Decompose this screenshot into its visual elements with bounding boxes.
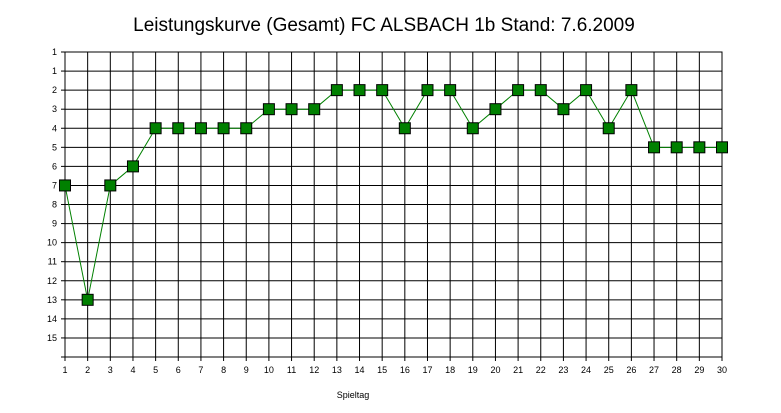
data-point-marker xyxy=(81,293,94,306)
x-tick-label: 22 xyxy=(536,365,546,375)
data-point-marker xyxy=(534,84,547,97)
y-tick-label: 10 xyxy=(47,238,57,248)
data-point-marker xyxy=(194,122,207,135)
grid xyxy=(64,51,723,358)
data-point-marker xyxy=(262,103,275,116)
y-tick-label: 1 xyxy=(52,66,57,76)
data-point-marker xyxy=(625,84,638,97)
data-point-marker xyxy=(557,103,570,116)
series-line xyxy=(64,88,722,300)
y-tick-label: 12 xyxy=(47,276,57,286)
x-tick-label: 12 xyxy=(309,365,319,375)
data-point-marker xyxy=(716,141,728,154)
series-markers xyxy=(59,84,728,306)
data-point-marker xyxy=(602,122,615,135)
y-tick-label: 8 xyxy=(52,200,57,210)
x-tick-label: 13 xyxy=(332,365,342,375)
data-point-marker xyxy=(512,84,525,97)
x-tick-label: 2 xyxy=(85,365,90,375)
data-point-marker xyxy=(353,84,366,97)
x-tick-label: 10 xyxy=(264,365,274,375)
x-tick-label: 28 xyxy=(672,365,682,375)
data-point-marker xyxy=(489,103,502,116)
y-tick-label: 3 xyxy=(52,104,57,114)
x-tick-label: 16 xyxy=(400,365,410,375)
x-tick-label: 30 xyxy=(717,365,727,375)
x-tick-label: 1 xyxy=(62,365,67,375)
data-point-marker xyxy=(149,122,162,135)
data-point-marker xyxy=(330,84,343,97)
data-point-marker xyxy=(398,122,411,135)
x-tick-label: 9 xyxy=(244,365,249,375)
chart-title: Leistungskurve (Gesamt) FC ALSBACH 1b St… xyxy=(133,15,635,36)
y-tick-label: 14 xyxy=(47,314,57,324)
data-point-marker xyxy=(217,122,230,135)
y-tick-label: 6 xyxy=(52,161,57,171)
x-tick-label: 7 xyxy=(198,365,203,375)
data-point-marker xyxy=(670,141,683,154)
y-tick-label: 15 xyxy=(47,333,57,343)
x-tick-label: 8 xyxy=(221,365,226,375)
data-point-marker xyxy=(444,84,457,97)
x-tick-label: 14 xyxy=(355,365,365,375)
x-tick-label: 21 xyxy=(513,365,523,375)
data-point-marker xyxy=(308,103,321,116)
x-tick-label: 23 xyxy=(558,365,568,375)
data-point-marker xyxy=(240,122,253,135)
series-line-path xyxy=(64,88,722,300)
data-point-marker xyxy=(285,103,298,116)
x-tick-label: 24 xyxy=(581,365,591,375)
y-tick-label: 13 xyxy=(47,295,57,305)
x-tick-label: 27 xyxy=(649,365,659,375)
y-tick-label: 2 xyxy=(52,85,57,95)
x-tick-label: 25 xyxy=(604,365,614,375)
data-point-marker xyxy=(693,141,706,154)
data-point-marker xyxy=(580,84,593,97)
x-axis-ticks: 1 2 3 4 5 6 7 8 9 10 11 12 13 14 15 16 17 18 19 20 21 22 23 24 2… xyxy=(62,357,727,375)
x-tick-label: 15 xyxy=(377,365,387,375)
x-tick-label: 18 xyxy=(445,365,455,375)
x-tick-label: 3 xyxy=(108,365,113,375)
x-tick-label: 6 xyxy=(176,365,181,375)
y-tick-label: 4 xyxy=(52,123,57,133)
x-tick-label: 19 xyxy=(468,365,478,375)
y-tick-label: 1 xyxy=(52,47,57,57)
x-tick-label: 29 xyxy=(694,365,704,375)
x-tick-label: 17 xyxy=(422,365,432,375)
x-tick-label: 11 xyxy=(287,365,296,375)
x-tick-label: 4 xyxy=(130,365,135,375)
data-point-marker xyxy=(126,160,139,173)
data-point-marker xyxy=(421,84,434,97)
x-tick-label: 20 xyxy=(490,365,500,375)
x-axis-label: Spieltag xyxy=(337,390,370,400)
x-tick-label: 5 xyxy=(153,365,158,375)
data-point-marker xyxy=(59,179,71,192)
data-point-marker xyxy=(172,122,185,135)
data-point-marker xyxy=(104,179,117,192)
y-tick-label: 11 xyxy=(48,257,57,267)
data-point-marker xyxy=(648,141,661,154)
y-tick-label: 9 xyxy=(52,219,57,229)
y-tick-label: 7 xyxy=(52,180,57,190)
data-point-marker xyxy=(466,122,479,135)
y-tick-label: 5 xyxy=(52,142,57,152)
data-point-marker xyxy=(376,84,389,97)
x-tick-label: 26 xyxy=(626,365,636,375)
